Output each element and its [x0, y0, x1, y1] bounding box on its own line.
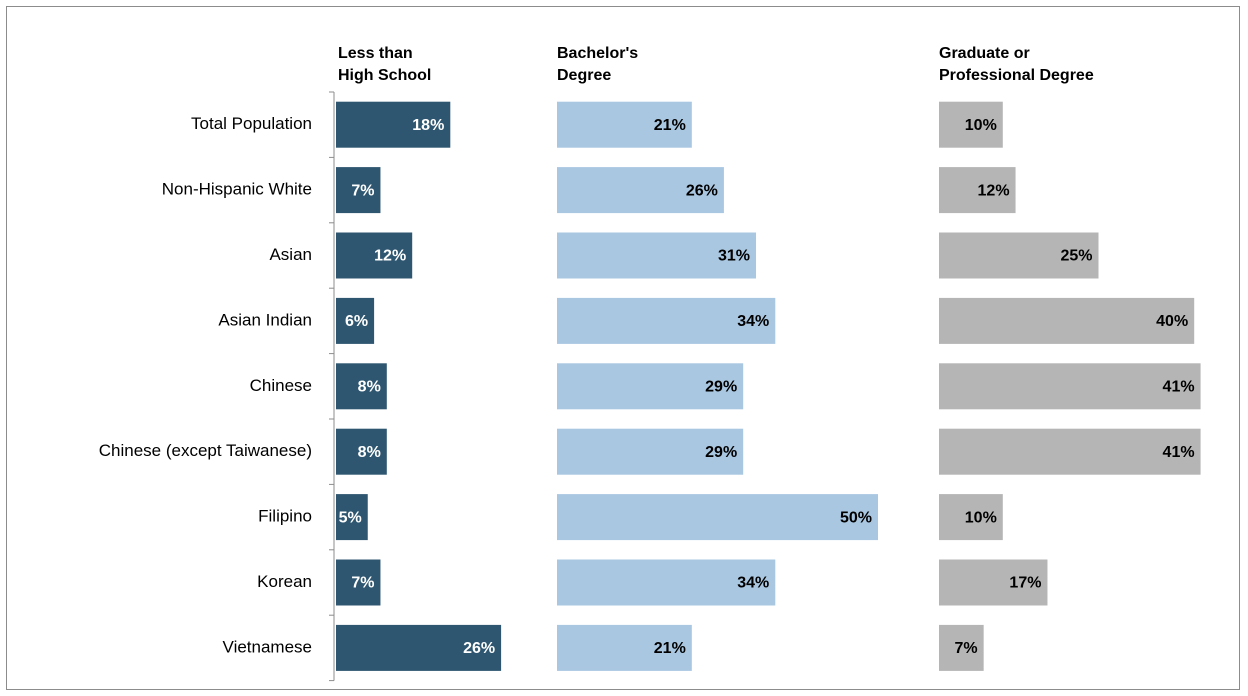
bar	[336, 494, 368, 541]
bar	[557, 428, 744, 475]
bar	[336, 624, 502, 671]
bar	[939, 101, 1003, 148]
series-header: Graduate or	[939, 45, 1030, 62]
data-label: 10%	[965, 509, 997, 526]
category-label: Chinese	[250, 376, 312, 395]
bar	[336, 167, 381, 214]
bar	[939, 428, 1201, 475]
bar	[557, 167, 724, 214]
data-label: 7%	[955, 640, 978, 657]
data-label: 7%	[351, 182, 374, 199]
bar	[557, 624, 692, 671]
data-label: 41%	[1163, 444, 1195, 461]
category-label: Filipino	[258, 507, 312, 526]
bar	[557, 232, 757, 279]
bar	[939, 559, 1048, 606]
data-label: 34%	[737, 313, 769, 330]
category-label: Vietnamese	[223, 637, 312, 656]
data-label: 34%	[737, 575, 769, 592]
data-label: 29%	[705, 379, 737, 396]
data-label: 7%	[351, 575, 374, 592]
bar	[939, 167, 1016, 214]
bar	[939, 494, 1003, 541]
category-label: Asian	[269, 245, 312, 264]
bar	[939, 624, 984, 671]
bar	[557, 494, 878, 541]
data-label: 6%	[345, 313, 368, 330]
bar	[557, 559, 776, 606]
bar	[557, 297, 776, 344]
bar	[557, 363, 744, 410]
data-label: 25%	[1060, 248, 1092, 265]
data-label: 31%	[718, 248, 750, 265]
data-label: 18%	[412, 117, 444, 134]
bar	[336, 297, 375, 344]
data-label: 12%	[374, 248, 406, 265]
bar	[336, 232, 413, 279]
series-header: Degree	[557, 67, 611, 84]
bar	[939, 363, 1201, 410]
bar	[939, 232, 1099, 279]
bar	[336, 363, 387, 410]
data-label: 26%	[463, 640, 495, 657]
series-header: Less than	[338, 45, 413, 62]
series-header: Bachelor's	[557, 45, 638, 62]
category-label: Total Population	[191, 114, 312, 133]
category-label: Chinese (except Taiwanese)	[99, 441, 312, 460]
data-label: 50%	[840, 509, 872, 526]
bar	[336, 101, 451, 148]
category-label: Korean	[257, 572, 312, 591]
data-label: 21%	[654, 117, 686, 134]
series-header: Professional Degree	[939, 67, 1094, 84]
data-label: 29%	[705, 444, 737, 461]
bar	[336, 428, 387, 475]
data-label: 21%	[654, 640, 686, 657]
data-label: 5%	[339, 509, 362, 526]
category-label: Asian Indian	[218, 310, 312, 329]
data-label: 41%	[1163, 379, 1195, 396]
bar	[336, 559, 381, 606]
data-label: 40%	[1156, 313, 1188, 330]
data-label: 8%	[358, 379, 381, 396]
series-header: High School	[338, 67, 431, 84]
data-label: 12%	[978, 182, 1010, 199]
bar	[557, 101, 692, 148]
data-label: 10%	[965, 117, 997, 134]
data-label: 8%	[358, 444, 381, 461]
data-label: 26%	[686, 182, 718, 199]
bar	[939, 297, 1195, 344]
data-label: 17%	[1009, 575, 1041, 592]
category-label: Non-Hispanic White	[162, 180, 312, 199]
